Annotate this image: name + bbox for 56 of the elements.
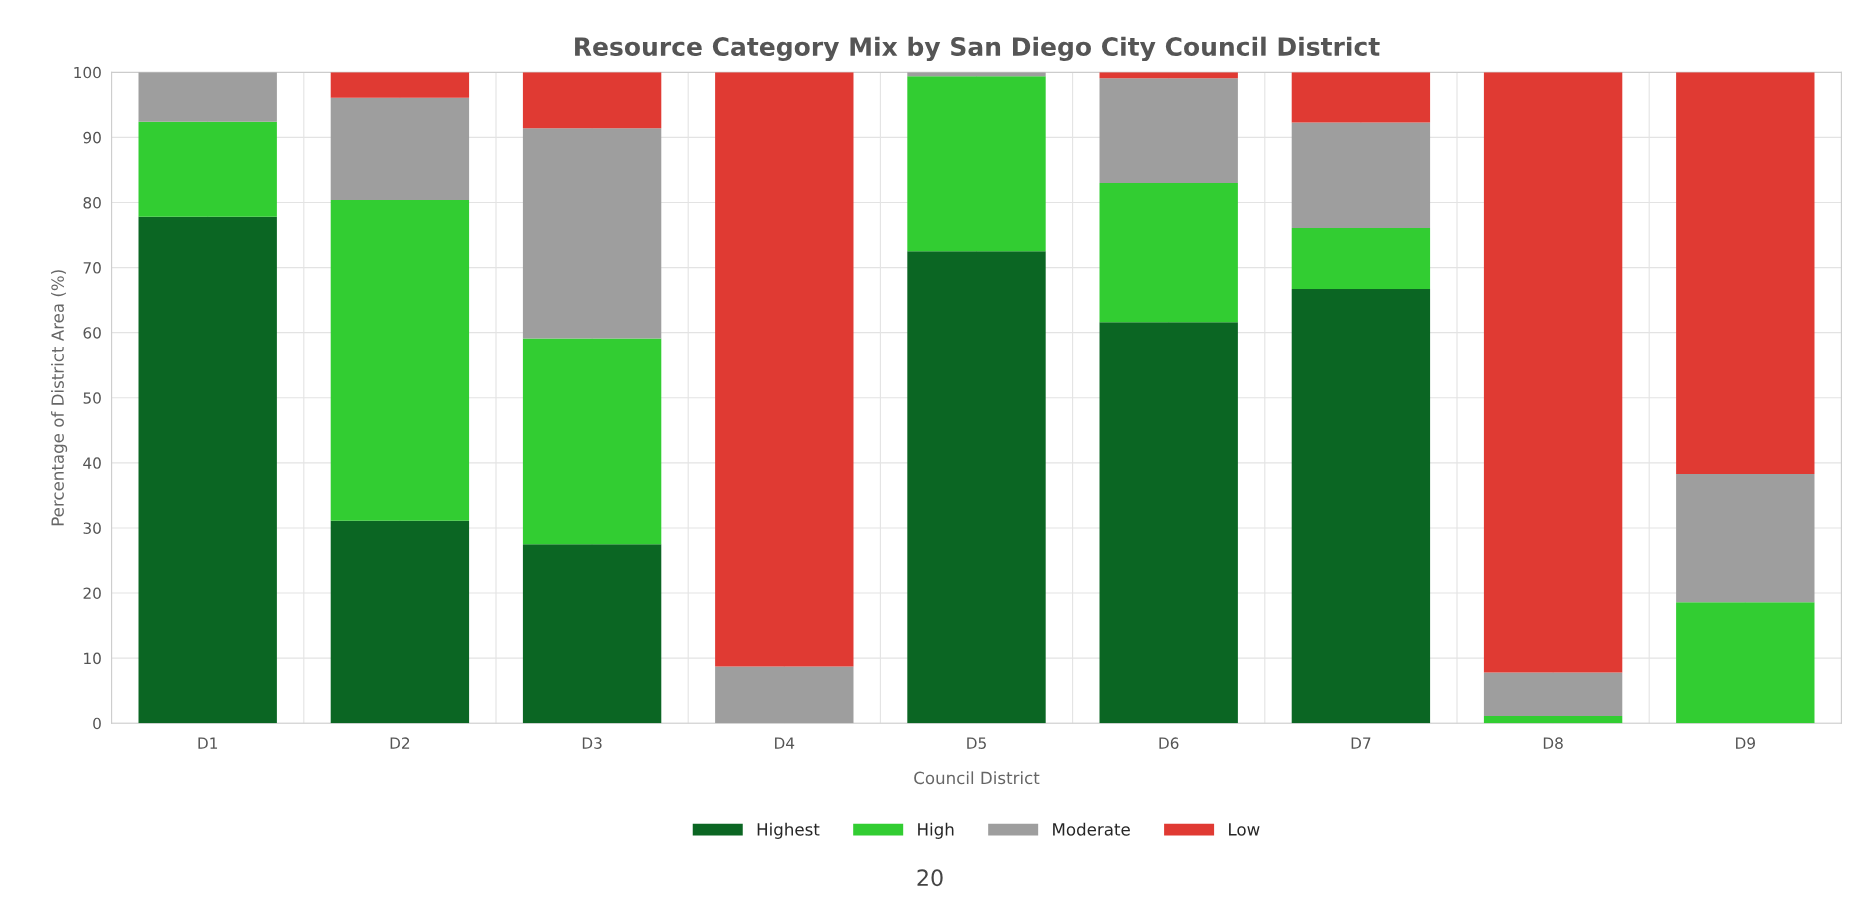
legend-label: Highest	[757, 822, 820, 839]
x-tick-label: D6	[1159, 737, 1179, 749]
bar	[522, 128, 662, 339]
bar	[1099, 322, 1238, 724]
x-axis-title: Council District	[914, 771, 1040, 785]
y-tick-label: 10	[84, 652, 101, 665]
bar	[907, 76, 1046, 252]
bar	[1099, 78, 1238, 183]
x-tick-label: D5	[967, 737, 986, 749]
bar	[138, 72, 277, 122]
y-tick-label: 30	[83, 522, 101, 534]
x-tick-label: D8	[1543, 737, 1563, 749]
x-tick-label: D9	[1736, 737, 1755, 749]
bar	[1483, 72, 1623, 673]
legend-label: Low	[1229, 823, 1260, 836]
bar	[1676, 72, 1815, 474]
x-tick-label: D3	[582, 737, 602, 749]
bar	[330, 97, 470, 200]
y-tick-label: 0	[93, 717, 101, 730]
bar	[907, 251, 1046, 724]
x-tick-label: D2	[390, 737, 410, 749]
bar	[330, 72, 470, 98]
chart-title: Resource Category Mix by San Diego City Council District	[575, 36, 1380, 62]
bar	[138, 121, 277, 217]
bar	[1291, 227, 1431, 290]
bar	[1676, 602, 1815, 724]
bar	[1291, 72, 1431, 123]
y-axis-title: Percentage of District Area (%)	[51, 270, 68, 526]
y-tick-label: 70	[83, 262, 101, 274]
y-tick-label: 80	[83, 196, 101, 209]
bar	[330, 520, 470, 724]
bar	[330, 199, 470, 521]
bar	[1291, 289, 1431, 724]
bar	[522, 338, 662, 545]
y-tick-label: 20	[83, 587, 101, 600]
x-tick-label: D1	[198, 737, 218, 749]
bar	[1483, 716, 1623, 724]
bar	[715, 666, 854, 724]
legend-label: Moderate	[1053, 822, 1130, 836]
y-tick-label: 50	[83, 392, 101, 404]
bar	[522, 544, 662, 724]
y-tick-label: 40	[83, 457, 101, 469]
bar	[522, 72, 662, 129]
text: 20	[917, 869, 943, 887]
y-tick-label: 100	[74, 66, 101, 79]
legend-label: High	[918, 822, 954, 839]
y-tick-label: 90	[83, 131, 101, 144]
bar	[1099, 182, 1238, 323]
x-tick-label: D7	[1351, 737, 1371, 749]
bar	[138, 216, 277, 724]
bar	[715, 72, 854, 667]
y-tick-label: 60	[83, 327, 101, 339]
x-tick-label: D4	[775, 737, 795, 749]
bar	[1483, 672, 1623, 717]
bar	[1676, 473, 1815, 603]
bar	[1291, 122, 1431, 228]
